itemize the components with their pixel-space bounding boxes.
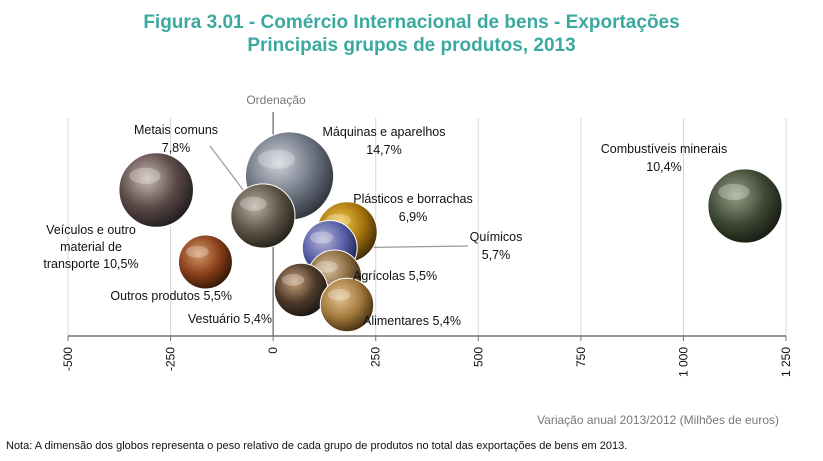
footnote: Nota: A dimensão dos globos representa o…	[6, 440, 628, 452]
bubble	[230, 183, 296, 249]
x-axis-label: Variação anual 2013/2012 (Milhões de eur…	[537, 413, 779, 427]
x-tick-label: -250	[164, 347, 178, 371]
bubble-label: Metais comuns 7,8%	[134, 123, 218, 155]
bubble-highlight	[186, 245, 209, 258]
chart-title: Figura 3.01 - Comércio Internacional de …	[143, 12, 680, 33]
gridlines	[67, 118, 787, 336]
leader-line	[209, 145, 245, 191]
bubble-highlight	[315, 260, 338, 273]
bubble-label: Veículos e outro material de transporte 10…	[43, 223, 138, 271]
bubble-highlight	[718, 183, 750, 201]
bubble-label: Vestuário 5,4%	[188, 312, 272, 326]
bubble-label: Plásticos e borrachas 6,9%	[353, 192, 473, 224]
bubble	[118, 152, 194, 228]
x-tick-label: 1 000	[676, 347, 690, 377]
bubble-highlight	[309, 231, 334, 244]
x-tick-label: -500	[61, 347, 75, 371]
bubble-label: Outros produtos 5,5%	[110, 289, 232, 303]
bubble-label: Agrícolas 5,5%	[353, 269, 437, 283]
bubble-highlight	[281, 273, 305, 286]
bubble-highlight	[239, 196, 267, 211]
bubble	[273, 262, 329, 318]
leader-lines	[209, 145, 469, 249]
x-tick-label: 1 250	[779, 347, 793, 377]
bubble	[707, 168, 783, 244]
bubble-label: Alimentares 5,4%	[363, 314, 461, 328]
bubble-highlight	[129, 167, 161, 185]
x-tick-label: 750	[574, 347, 588, 367]
bubble-label: Químicos 5,7%	[470, 230, 523, 262]
bubble-labels: Máquinas e aparelhos 14,7% Combustíveis mi…	[43, 123, 727, 328]
x-axis: -500 -250 0 250 500 750 1 000 1 250	[61, 112, 793, 377]
bubble-label: Combustíveis minerais 10,4%	[601, 142, 727, 174]
chart-subtitle: Principais grupos de produtos, 2013	[247, 35, 576, 56]
x-tick-label: 0	[266, 347, 280, 354]
bubble	[177, 234, 233, 290]
bubble-highlight	[327, 288, 351, 301]
x-tick-label: 250	[369, 347, 383, 367]
bubble	[319, 277, 375, 333]
bubbles	[118, 131, 783, 333]
bubble-label: Máquinas e aparelhos 14,7%	[323, 125, 446, 157]
leader-line	[357, 245, 469, 249]
y-axis-label: Ordenação	[246, 93, 306, 107]
x-tick-label: 500	[471, 347, 485, 367]
bubble-highlight	[257, 149, 295, 169]
